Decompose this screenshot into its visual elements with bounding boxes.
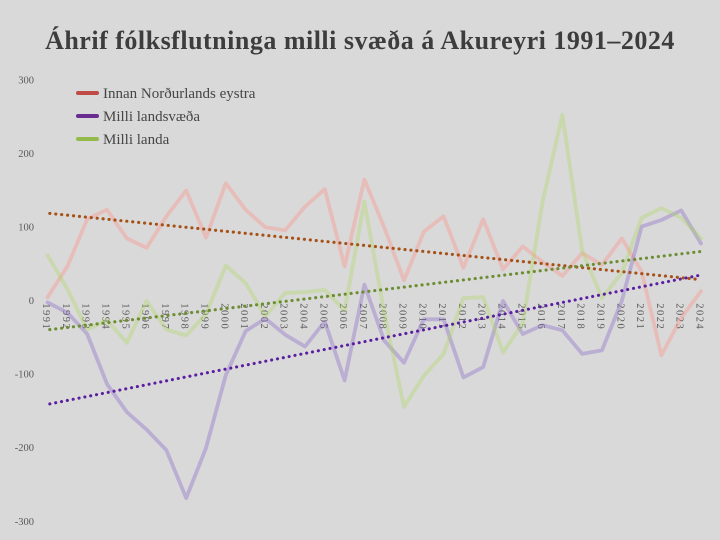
svg-text:2008: 2008 bbox=[377, 303, 388, 330]
svg-text:2018: 2018 bbox=[575, 303, 586, 330]
svg-text:1994: 1994 bbox=[100, 303, 111, 330]
svg-text:2005: 2005 bbox=[317, 303, 328, 330]
svg-text:-100: -100 bbox=[15, 370, 34, 381]
svg-text:2014: 2014 bbox=[496, 303, 507, 330]
svg-text:-200: -200 bbox=[15, 443, 34, 454]
svg-text:1998: 1998 bbox=[179, 303, 190, 330]
svg-text:1995: 1995 bbox=[119, 303, 130, 330]
svg-text:2019: 2019 bbox=[595, 303, 606, 330]
svg-text:2020: 2020 bbox=[614, 303, 625, 330]
svg-text:2009: 2009 bbox=[397, 303, 408, 330]
svg-text:2023: 2023 bbox=[674, 303, 685, 330]
svg-text:2004: 2004 bbox=[298, 303, 309, 330]
svg-text:0: 0 bbox=[29, 296, 34, 307]
svg-text:2006: 2006 bbox=[337, 303, 348, 330]
svg-text:1997: 1997 bbox=[159, 303, 170, 330]
svg-text:2022: 2022 bbox=[654, 303, 665, 330]
svg-text:2012: 2012 bbox=[456, 303, 467, 330]
svg-text:1991: 1991 bbox=[40, 303, 51, 330]
svg-text:300: 300 bbox=[18, 75, 34, 86]
svg-text:2001: 2001 bbox=[238, 303, 249, 330]
svg-text:2003: 2003 bbox=[278, 303, 289, 330]
svg-text:2010: 2010 bbox=[416, 303, 427, 330]
svg-text:1999: 1999 bbox=[199, 303, 210, 330]
svg-text:2002: 2002 bbox=[258, 303, 269, 330]
svg-text:1996: 1996 bbox=[139, 303, 150, 330]
svg-text:2016: 2016 bbox=[535, 303, 546, 330]
svg-text:2007: 2007 bbox=[357, 303, 368, 330]
svg-text:2011: 2011 bbox=[436, 303, 447, 330]
svg-text:100: 100 bbox=[18, 223, 34, 234]
svg-text:2024: 2024 bbox=[694, 303, 705, 330]
svg-text:-300: -300 bbox=[15, 517, 34, 528]
svg-text:2021: 2021 bbox=[634, 303, 645, 330]
svg-text:1992: 1992 bbox=[60, 303, 71, 330]
svg-text:2015: 2015 bbox=[515, 303, 526, 330]
svg-text:2017: 2017 bbox=[555, 303, 566, 330]
svg-text:200: 200 bbox=[18, 149, 34, 160]
svg-text:1993: 1993 bbox=[80, 303, 91, 330]
svg-text:2000: 2000 bbox=[218, 303, 229, 330]
svg-text:2013: 2013 bbox=[476, 303, 487, 330]
